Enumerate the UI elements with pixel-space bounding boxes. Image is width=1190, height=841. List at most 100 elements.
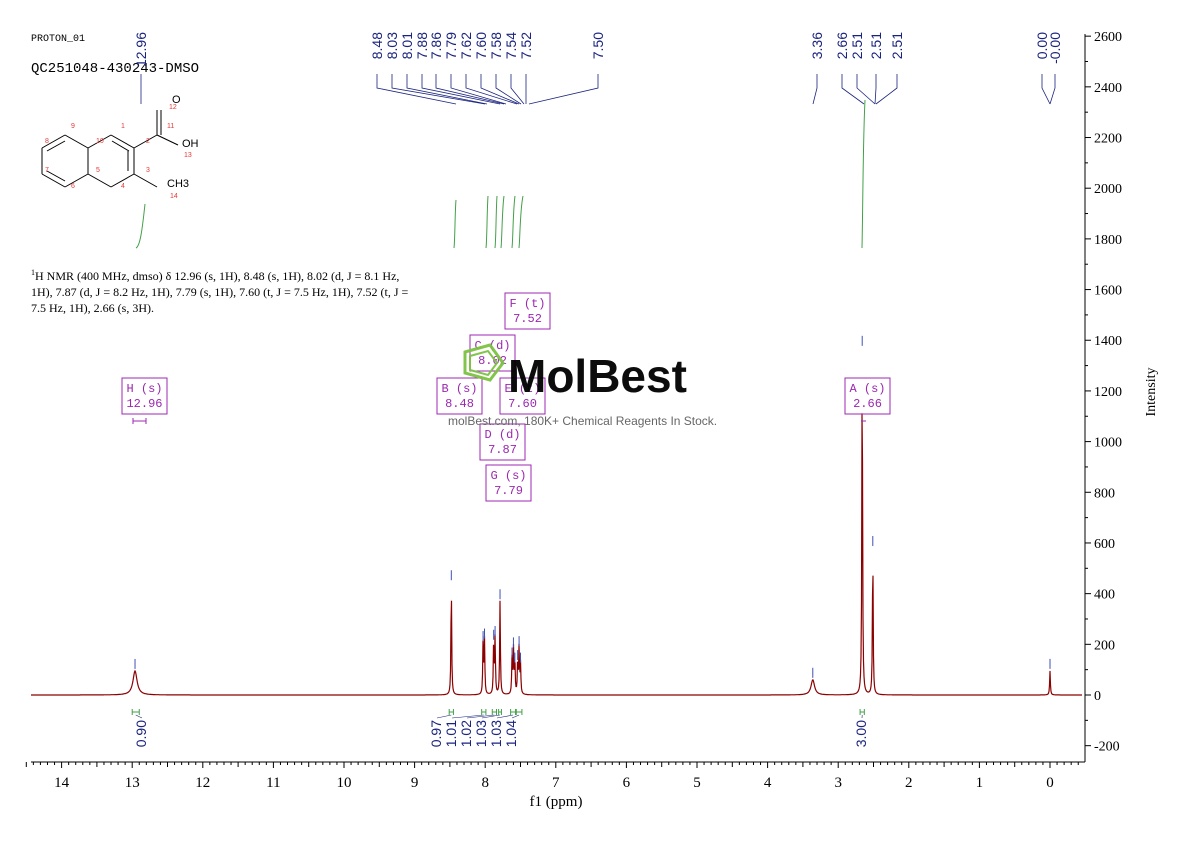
x-tick-label: 12 [195,775,210,791]
peak-label: 2.66 [834,32,850,59]
multiplet-box [844,377,891,415]
peak-label-connector [875,74,898,105]
peak-label: 7.88 [414,32,430,59]
multiplet-shift: 2.66 [853,397,882,411]
x-tick-label: 8 [481,775,489,791]
experiment-name: PROTON_01 [31,34,85,45]
multiplet-shift: 7.52 [513,312,542,326]
y-tick-label: -200 [1094,740,1120,755]
integral-curve [135,203,146,249]
peak-label-connector [421,74,501,105]
integral-curve [518,195,524,249]
x-axis-ticks: 14 13 12 11 10 9 8 7 6 5 4 3 2 1 0 [25,762,1079,791]
multiplet-box [121,377,168,415]
atom-label: OH [182,138,199,150]
y-tick-label: 200 [1094,638,1115,653]
peak-label-connector [406,74,488,105]
peak-label: 7.52 [518,32,534,59]
peak-label: 7.54 [503,32,519,59]
atom-number: 10 [96,138,104,145]
y-tick-label: 1800 [1094,233,1122,248]
atom-number: 11 [167,123,174,130]
y-tick-label: 2400 [1094,81,1122,96]
y-tick-label: 2600 [1094,30,1122,45]
nmr-summary: 1H NMR (400 MHz, dmso) δ 12.96 (s, 1H), … [31,265,411,316]
atom-label: CH3 [167,178,189,190]
multiplet-shift: 7.60 [508,397,537,411]
chart-axes [31,34,1086,763]
integral-curve [511,195,516,249]
x-axis-label: f1 (ppm) [530,794,583,810]
peak-label: 8.03 [384,32,400,59]
integral-curve [453,199,457,249]
molecule-structure [41,110,179,188]
sample-name: QC251048-430243-DMSO [31,61,199,77]
y-axis-label: Intensity [1144,368,1159,417]
watermark-tagline: molBest.com, 180K+ Chemical Reagents In … [448,414,718,428]
peak-label: 7.62 [458,32,474,59]
atom-label: O [172,94,181,106]
watermark-logo: MolBest [463,343,687,402]
peak-label-connector [874,74,877,105]
x-tick-label: 4 [764,775,772,791]
x-tick-label: 13 [125,775,140,791]
x-tick-label: 3 [834,775,842,791]
peak-label: 7.50 [590,32,606,59]
x-tick-label: 5 [693,775,701,791]
integral-value: 1.02 [458,720,474,747]
peak-label: -0.00 [1047,32,1063,64]
y-tick-label: 400 [1094,588,1115,603]
integral-curve [485,195,489,249]
peak-label-connector [1049,74,1056,105]
multiplet-label: E (t) [504,382,540,396]
peak-label: 0.00 [1034,32,1050,59]
integral-curve [500,195,505,249]
integral-value: 1.04 [503,720,519,747]
multiplet-label: A (s) [849,382,885,396]
peak-label-connector [480,74,520,105]
integral-connector [511,714,520,719]
peak-label: 8.01 [399,32,415,59]
peak-label-connector [812,74,818,105]
multiplet-boxes: H (s)12.96B (s)8.48C (d)8.02F (t)7.52E (… [121,292,891,502]
x-tick-label: 9 [411,775,419,791]
atom-number: 1 [121,123,125,130]
peak-label: 7.60 [473,32,489,59]
peak-label-connector [391,74,486,105]
multiplet-label: G (s) [490,469,526,483]
peak-label-connector [376,74,457,105]
integral-value: 1.03 [473,720,489,747]
multiplet-shift: 7.79 [494,484,523,498]
y-tick-label: 1400 [1094,334,1122,349]
peak-label: 2.51 [849,32,865,59]
atom-number: 5 [96,167,100,174]
peak-label: 2.51 [889,32,905,59]
peak-label-group: 12.96 8.48 8.03 8.01 7.887.86 7.79 7.62 7.60 7.5… [133,32,1063,105]
atom-number: 14 [170,193,178,200]
multiplet-box [504,292,551,330]
x-tick-label: 6 [623,775,631,791]
integral-connector [135,714,143,719]
integral-connector [481,714,501,719]
y-axis-ticks: 2600240022002000180016001400120010008006… [1085,30,1122,755]
multiplet-label: F (t) [509,297,545,311]
peak-label: 8.48 [369,32,385,59]
peak-label: 2.51 [868,32,884,59]
x-tick-label: 14 [54,775,70,791]
y-tick-label: 0 [1094,689,1101,704]
atom-number: 12 [169,104,177,111]
atom-number: 13 [184,152,192,159]
peak-label-connector [495,74,522,105]
spectrum-line [31,412,1082,696]
atom-number: 9 [71,123,75,130]
multiplet-label: H (s) [126,382,162,396]
multiplet-box [499,377,546,415]
y-tick-label: 1000 [1094,436,1122,451]
x-tick-label: 10 [337,775,352,791]
integral-curve [861,99,866,249]
x-tick-label: 0 [1046,775,1054,791]
peak-label-connector [841,74,865,105]
multiplet-label: D (d) [484,428,520,442]
atom-number: 2 [146,138,150,145]
integral-value: 1.03 [488,720,504,747]
